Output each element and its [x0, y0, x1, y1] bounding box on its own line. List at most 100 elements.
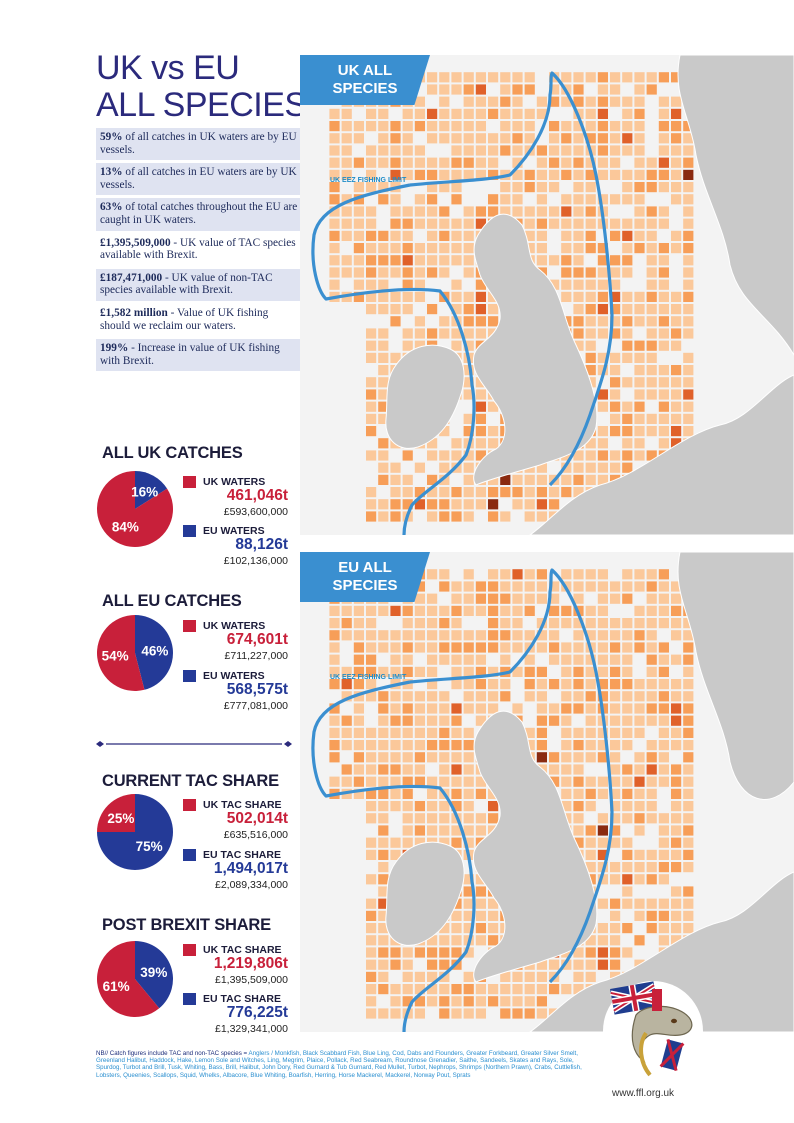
heat-cell — [353, 279, 364, 290]
heat-cell — [451, 230, 462, 241]
website-link[interactable]: www.ffl.org.uk — [612, 1088, 675, 1099]
heat-cell — [561, 279, 572, 290]
heat-cell — [622, 703, 633, 714]
heat-cell — [573, 569, 584, 580]
heat-cell — [512, 984, 523, 995]
heat-cell — [488, 642, 499, 653]
legend-label: UK WATERS — [203, 620, 266, 632]
heat-cell — [671, 316, 682, 327]
heat-cell — [561, 788, 572, 799]
heat-cell — [463, 679, 474, 690]
heat-cell — [610, 764, 621, 775]
heat-cell — [658, 182, 669, 193]
continental-europe-landmass — [529, 871, 794, 1032]
heat-cell — [622, 849, 633, 860]
heat-cell — [536, 499, 547, 510]
heat-cell — [463, 304, 474, 315]
pie-label-blue: 75% — [136, 839, 163, 854]
heat-cell — [353, 605, 364, 616]
heat-cell — [366, 304, 377, 315]
heat-cell — [500, 182, 511, 193]
heat-cell — [536, 740, 547, 751]
heat-cell — [353, 715, 364, 726]
pie-slice-red — [97, 794, 135, 832]
swatch-blue — [183, 849, 196, 861]
heat-cell — [463, 593, 474, 604]
heat-cell — [585, 849, 596, 860]
heat-cell — [414, 169, 425, 180]
heat-cell — [463, 984, 474, 995]
heat-cell — [427, 474, 438, 485]
heat-cell — [549, 157, 560, 168]
heat-cell — [610, 377, 621, 388]
heat-cell — [378, 108, 389, 119]
heat-cell — [341, 715, 352, 726]
heat-cell — [610, 426, 621, 437]
heat-cell — [524, 511, 535, 522]
heat-cell — [683, 703, 694, 714]
heat-cell — [671, 304, 682, 315]
heat-cell — [427, 752, 438, 763]
heat-cell — [524, 108, 535, 119]
heat-cell — [622, 218, 633, 229]
heat-cell — [427, 801, 438, 812]
heat-cell — [561, 984, 572, 995]
heat-cell — [671, 654, 682, 665]
heat-cell — [671, 377, 682, 388]
heat-cell — [402, 764, 413, 775]
heat-cell — [488, 304, 499, 315]
heat-cell — [451, 996, 462, 1007]
heat-cell — [671, 715, 682, 726]
heat-cell — [475, 157, 486, 168]
heat-cell — [329, 108, 340, 119]
heat-cell — [597, 947, 608, 958]
heat-cell — [463, 511, 474, 522]
heat-cell — [646, 715, 657, 726]
heat-cell — [378, 438, 389, 449]
heat-cell — [622, 426, 633, 437]
heat-cell — [378, 157, 389, 168]
heat-cell — [366, 874, 377, 885]
heat-cell — [366, 618, 377, 629]
heat-cell — [585, 569, 596, 580]
heat-cell — [610, 630, 621, 641]
heat-cell — [500, 630, 511, 641]
section-divider — [96, 741, 292, 747]
heat-cell — [683, 267, 694, 278]
heat-cell — [634, 935, 645, 946]
heat-cell — [683, 304, 694, 315]
heat-cell — [610, 935, 621, 946]
heat-cell — [366, 169, 377, 180]
heat-cell — [366, 752, 377, 763]
heat-cell — [658, 874, 669, 885]
heat-cell — [683, 666, 694, 677]
heat-cell — [658, 837, 669, 848]
heat-cell — [451, 947, 462, 958]
heat-cell — [683, 352, 694, 363]
heat-cell — [573, 462, 584, 473]
heat-cell — [414, 813, 425, 824]
heat-cell — [597, 450, 608, 461]
scandinavia-landmass — [677, 552, 794, 800]
heat-cell — [341, 666, 352, 677]
heat-cell — [585, 630, 596, 641]
heat-cell — [439, 825, 450, 836]
heat-cell — [427, 935, 438, 946]
heat-cell — [683, 291, 694, 302]
heat-cell — [634, 703, 645, 714]
scandinavia-landmass — [677, 55, 794, 356]
heat-cell — [390, 169, 401, 180]
heat-cell — [390, 703, 401, 714]
heat-cell — [414, 194, 425, 205]
heat-cell — [622, 813, 633, 824]
heat-cell — [622, 947, 633, 958]
heat-cell — [646, 654, 657, 665]
heat-cell — [671, 727, 682, 738]
heat-cell — [683, 776, 694, 787]
heat-cell — [622, 788, 633, 799]
heat-cell — [597, 72, 608, 83]
heat-cell — [500, 72, 511, 83]
heat-cell — [500, 605, 511, 616]
heat-cell — [512, 971, 523, 982]
heat-cell — [402, 267, 413, 278]
